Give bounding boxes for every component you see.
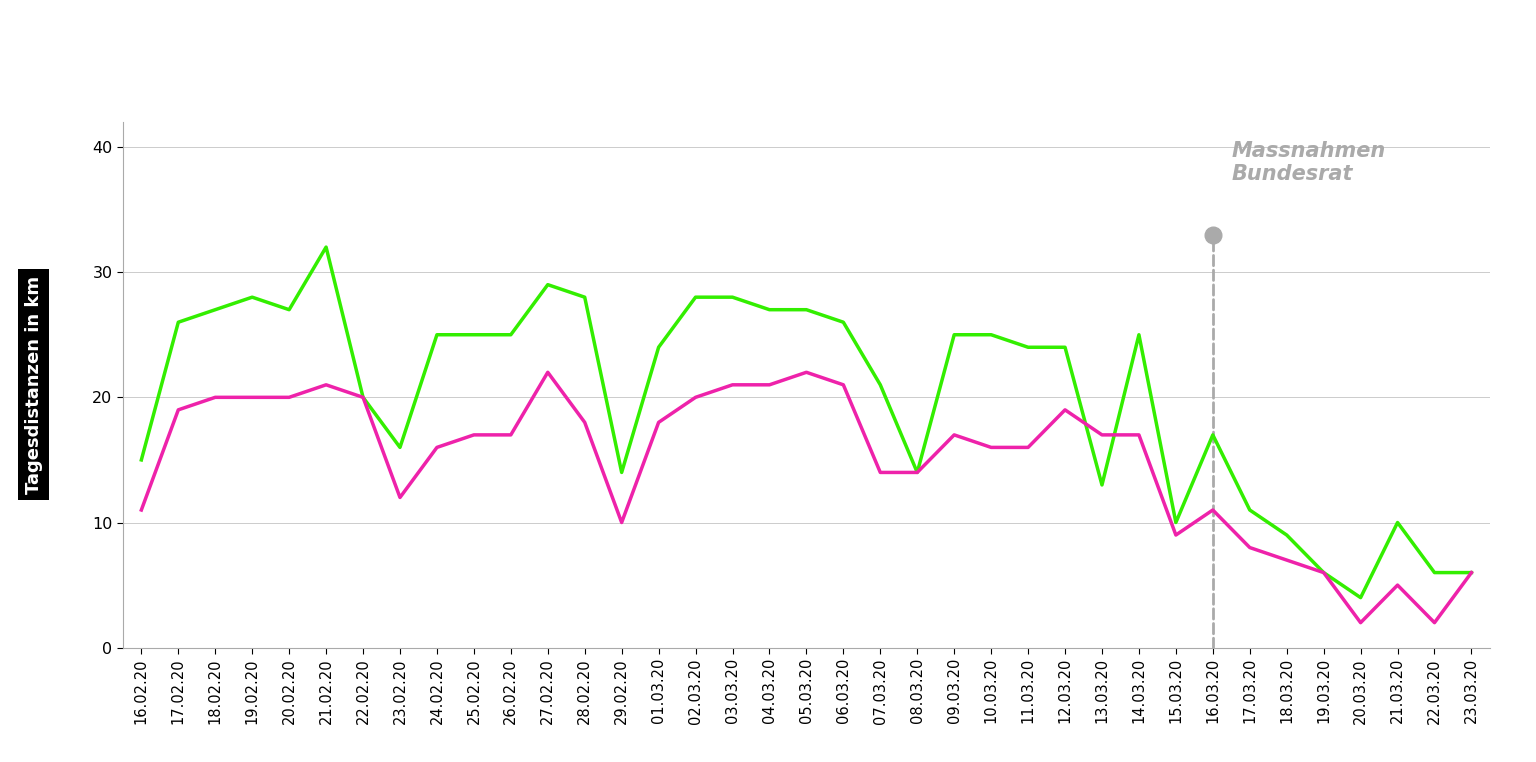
Text: Tagesdistanzen in km: Tagesdistanzen in km — [25, 276, 43, 494]
Text: Median zurückgelegte Tagesdistanzen nach Geschlecht: Median zurückgelegte Tagesdistanzen nach… — [45, 39, 1084, 72]
Text: Massnahmen
Bundesrat: Massnahmen Bundesrat — [1232, 141, 1385, 184]
